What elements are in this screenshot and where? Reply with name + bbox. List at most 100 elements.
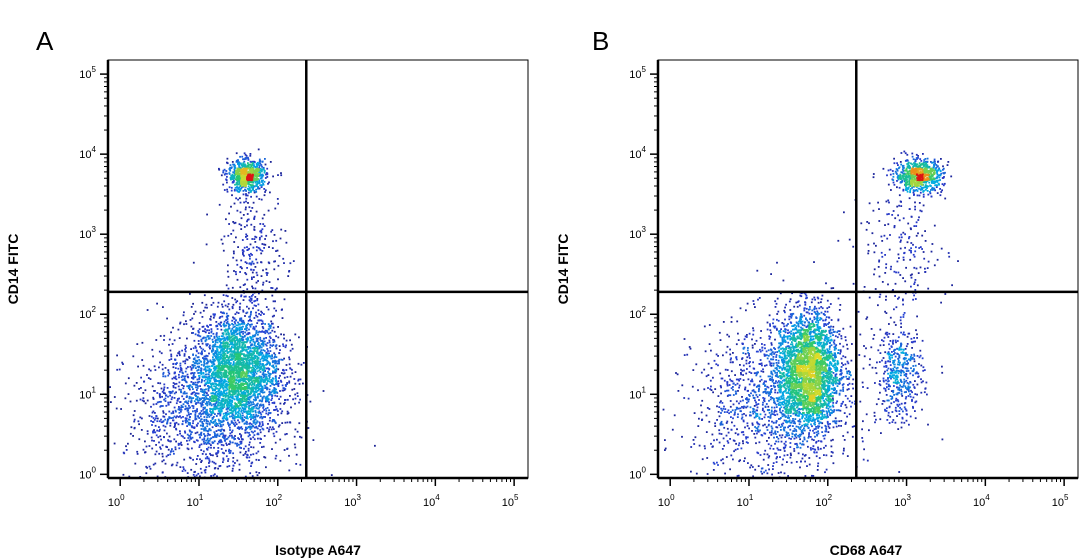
data-point (265, 412, 268, 415)
data-point (235, 404, 238, 406)
data-point (241, 339, 243, 341)
data-point (179, 401, 182, 403)
data-point (241, 396, 244, 399)
data-point (257, 357, 260, 359)
data-point (203, 434, 206, 437)
data-point (255, 331, 258, 334)
data-point (229, 375, 232, 378)
data-point (235, 324, 238, 327)
data-point (292, 398, 294, 401)
data-point (214, 434, 216, 437)
data-point (260, 235, 263, 238)
data-point (220, 448, 223, 450)
data-point (186, 472, 189, 474)
data-point (253, 358, 256, 360)
data-point (239, 399, 242, 402)
data-point (261, 165, 263, 168)
data-point (214, 419, 217, 421)
data-point (266, 352, 269, 355)
data-point (182, 403, 185, 406)
data-point (217, 354, 219, 357)
data-point (200, 432, 202, 435)
data-point (253, 276, 255, 278)
data-point (277, 174, 279, 176)
data-point (259, 236, 261, 239)
data-point (220, 338, 223, 340)
data-point (179, 322, 181, 325)
data-point (272, 344, 275, 346)
data-point (267, 413, 270, 416)
data-point (219, 420, 222, 422)
data-point (235, 273, 237, 276)
data-point (242, 158, 244, 161)
data-point (253, 369, 255, 372)
data-point (257, 163, 260, 166)
data-point (251, 350, 254, 353)
data-point (240, 395, 242, 398)
data-point (250, 366, 252, 369)
data-point (260, 170, 263, 173)
data-point (203, 350, 206, 352)
data-point (244, 475, 247, 478)
data-point (247, 393, 250, 396)
data-point (252, 420, 255, 423)
data-point (197, 392, 200, 395)
data-point (273, 340, 276, 343)
data-point (254, 299, 257, 302)
data-point (195, 360, 197, 362)
data-point (271, 354, 273, 357)
data-point (249, 166, 252, 169)
data-point (265, 396, 268, 398)
data-point (178, 407, 181, 410)
data-point (234, 167, 236, 170)
data-point (266, 176, 269, 178)
data-point (286, 376, 289, 378)
data-point (248, 367, 250, 370)
data-point (256, 187, 259, 190)
data-point (296, 395, 299, 397)
data-point (245, 338, 248, 340)
data-point (285, 241, 288, 244)
data-point (228, 443, 230, 445)
data-point (180, 410, 182, 413)
data-point (258, 238, 261, 241)
data-point (265, 398, 267, 401)
data-point (211, 365, 213, 367)
data-point (266, 274, 268, 276)
data-point (225, 449, 227, 452)
data-point (204, 366, 207, 369)
data-point (221, 393, 224, 396)
data-point (214, 341, 217, 343)
data-point (170, 417, 173, 419)
data-point (245, 428, 247, 431)
data-point (235, 159, 238, 162)
data-point (245, 324, 248, 326)
data-point (274, 391, 276, 394)
panel-a: A 100 101 102 103 104 105 100101102103104105 … (5, 26, 529, 558)
data-point (175, 416, 177, 419)
data-point (215, 373, 218, 376)
data-point (214, 462, 217, 465)
data-point (186, 443, 189, 446)
data-point (278, 362, 280, 365)
data-point (215, 422, 217, 424)
data-point (189, 319, 192, 321)
data-point (260, 310, 263, 313)
data-point (239, 451, 242, 454)
data-point (217, 351, 220, 354)
data-point (259, 404, 261, 407)
data-point (192, 364, 195, 366)
data-point (236, 387, 239, 390)
data-point (227, 404, 230, 406)
data-point (234, 382, 237, 385)
data-point (247, 379, 250, 381)
data-point (187, 411, 190, 414)
data-point (221, 436, 224, 438)
data-point (214, 406, 216, 409)
data-point (274, 260, 276, 263)
data-point (163, 392, 165, 394)
data-point (252, 401, 254, 403)
data-point (203, 355, 206, 358)
data-point (181, 349, 183, 352)
data-point (251, 254, 253, 256)
